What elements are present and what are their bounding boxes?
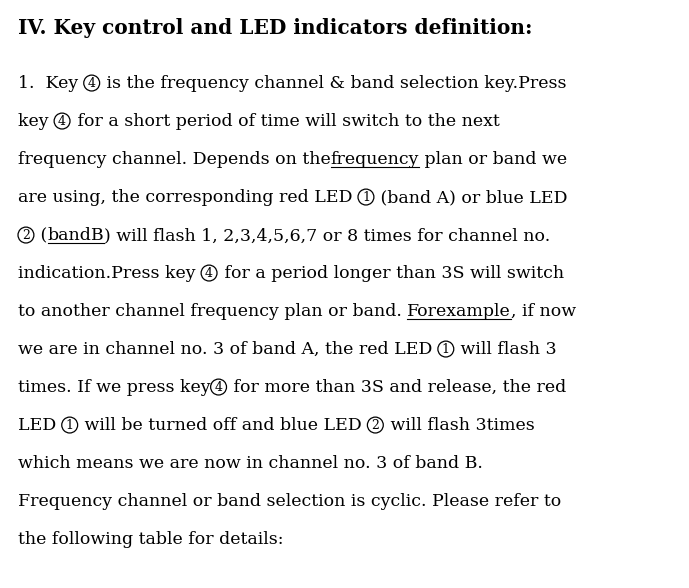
Text: (: ( — [35, 227, 48, 244]
Text: for a short period of time will switch to the next: for a short period of time will switch t… — [72, 113, 500, 130]
Text: times. If we press key: times. If we press key — [18, 379, 211, 396]
Text: will flash 3times: will flash 3times — [384, 417, 535, 434]
Text: 2: 2 — [22, 229, 30, 242]
Text: is the frequency channel & band selection key.Press: is the frequency channel & band selectio… — [101, 75, 566, 92]
Text: plan or band we: plan or band we — [419, 151, 567, 168]
Text: , if now: , if now — [511, 303, 576, 320]
Text: the following table for details:: the following table for details: — [18, 531, 283, 548]
Text: 1: 1 — [442, 343, 450, 356]
Text: are using, the corresponding red LED: are using, the corresponding red LED — [18, 189, 358, 206]
Text: Forexample: Forexample — [407, 303, 511, 320]
Text: will be turned off and blue LED: will be turned off and blue LED — [79, 417, 367, 434]
Text: 4: 4 — [205, 266, 213, 279]
Text: 4: 4 — [58, 115, 66, 128]
Text: which means we are now in channel no. 3 of band B.: which means we are now in channel no. 3 … — [18, 455, 483, 472]
Text: 1: 1 — [362, 191, 370, 203]
Text: 1: 1 — [65, 419, 74, 432]
Text: will flash 3: will flash 3 — [455, 341, 557, 358]
Text: (band A) or blue LED: (band A) or blue LED — [376, 189, 568, 206]
Text: we are in channel no. 3 of band A, the red LED: we are in channel no. 3 of band A, the r… — [18, 341, 438, 358]
Text: bandB: bandB — [48, 227, 104, 244]
Text: 4: 4 — [88, 76, 96, 89]
Text: frequency channel. Depends on the: frequency channel. Depends on the — [18, 151, 331, 168]
Text: IV. Key control and LED indicators definition:: IV. Key control and LED indicators defin… — [18, 18, 533, 38]
Text: key: key — [18, 113, 54, 130]
Text: LED: LED — [18, 417, 62, 434]
Text: for a period longer than 3S will switch: for a period longer than 3S will switch — [218, 265, 564, 282]
Text: indication.Press key: indication.Press key — [18, 265, 201, 282]
Text: ) will flash 1, 2,3,4,5,6,7 or 8 times for channel no.: ) will flash 1, 2,3,4,5,6,7 or 8 times f… — [104, 227, 551, 244]
Text: 1.  Key: 1. Key — [18, 75, 84, 92]
Text: frequency: frequency — [331, 151, 419, 168]
Text: 4: 4 — [214, 380, 223, 393]
Text: for more than 3S and release, the red: for more than 3S and release, the red — [228, 379, 566, 396]
Text: Frequency channel or band selection is cyclic. Please refer to: Frequency channel or band selection is c… — [18, 493, 562, 510]
Text: to another channel frequency plan or band.: to another channel frequency plan or ban… — [18, 303, 407, 320]
Text: 2: 2 — [371, 419, 379, 432]
